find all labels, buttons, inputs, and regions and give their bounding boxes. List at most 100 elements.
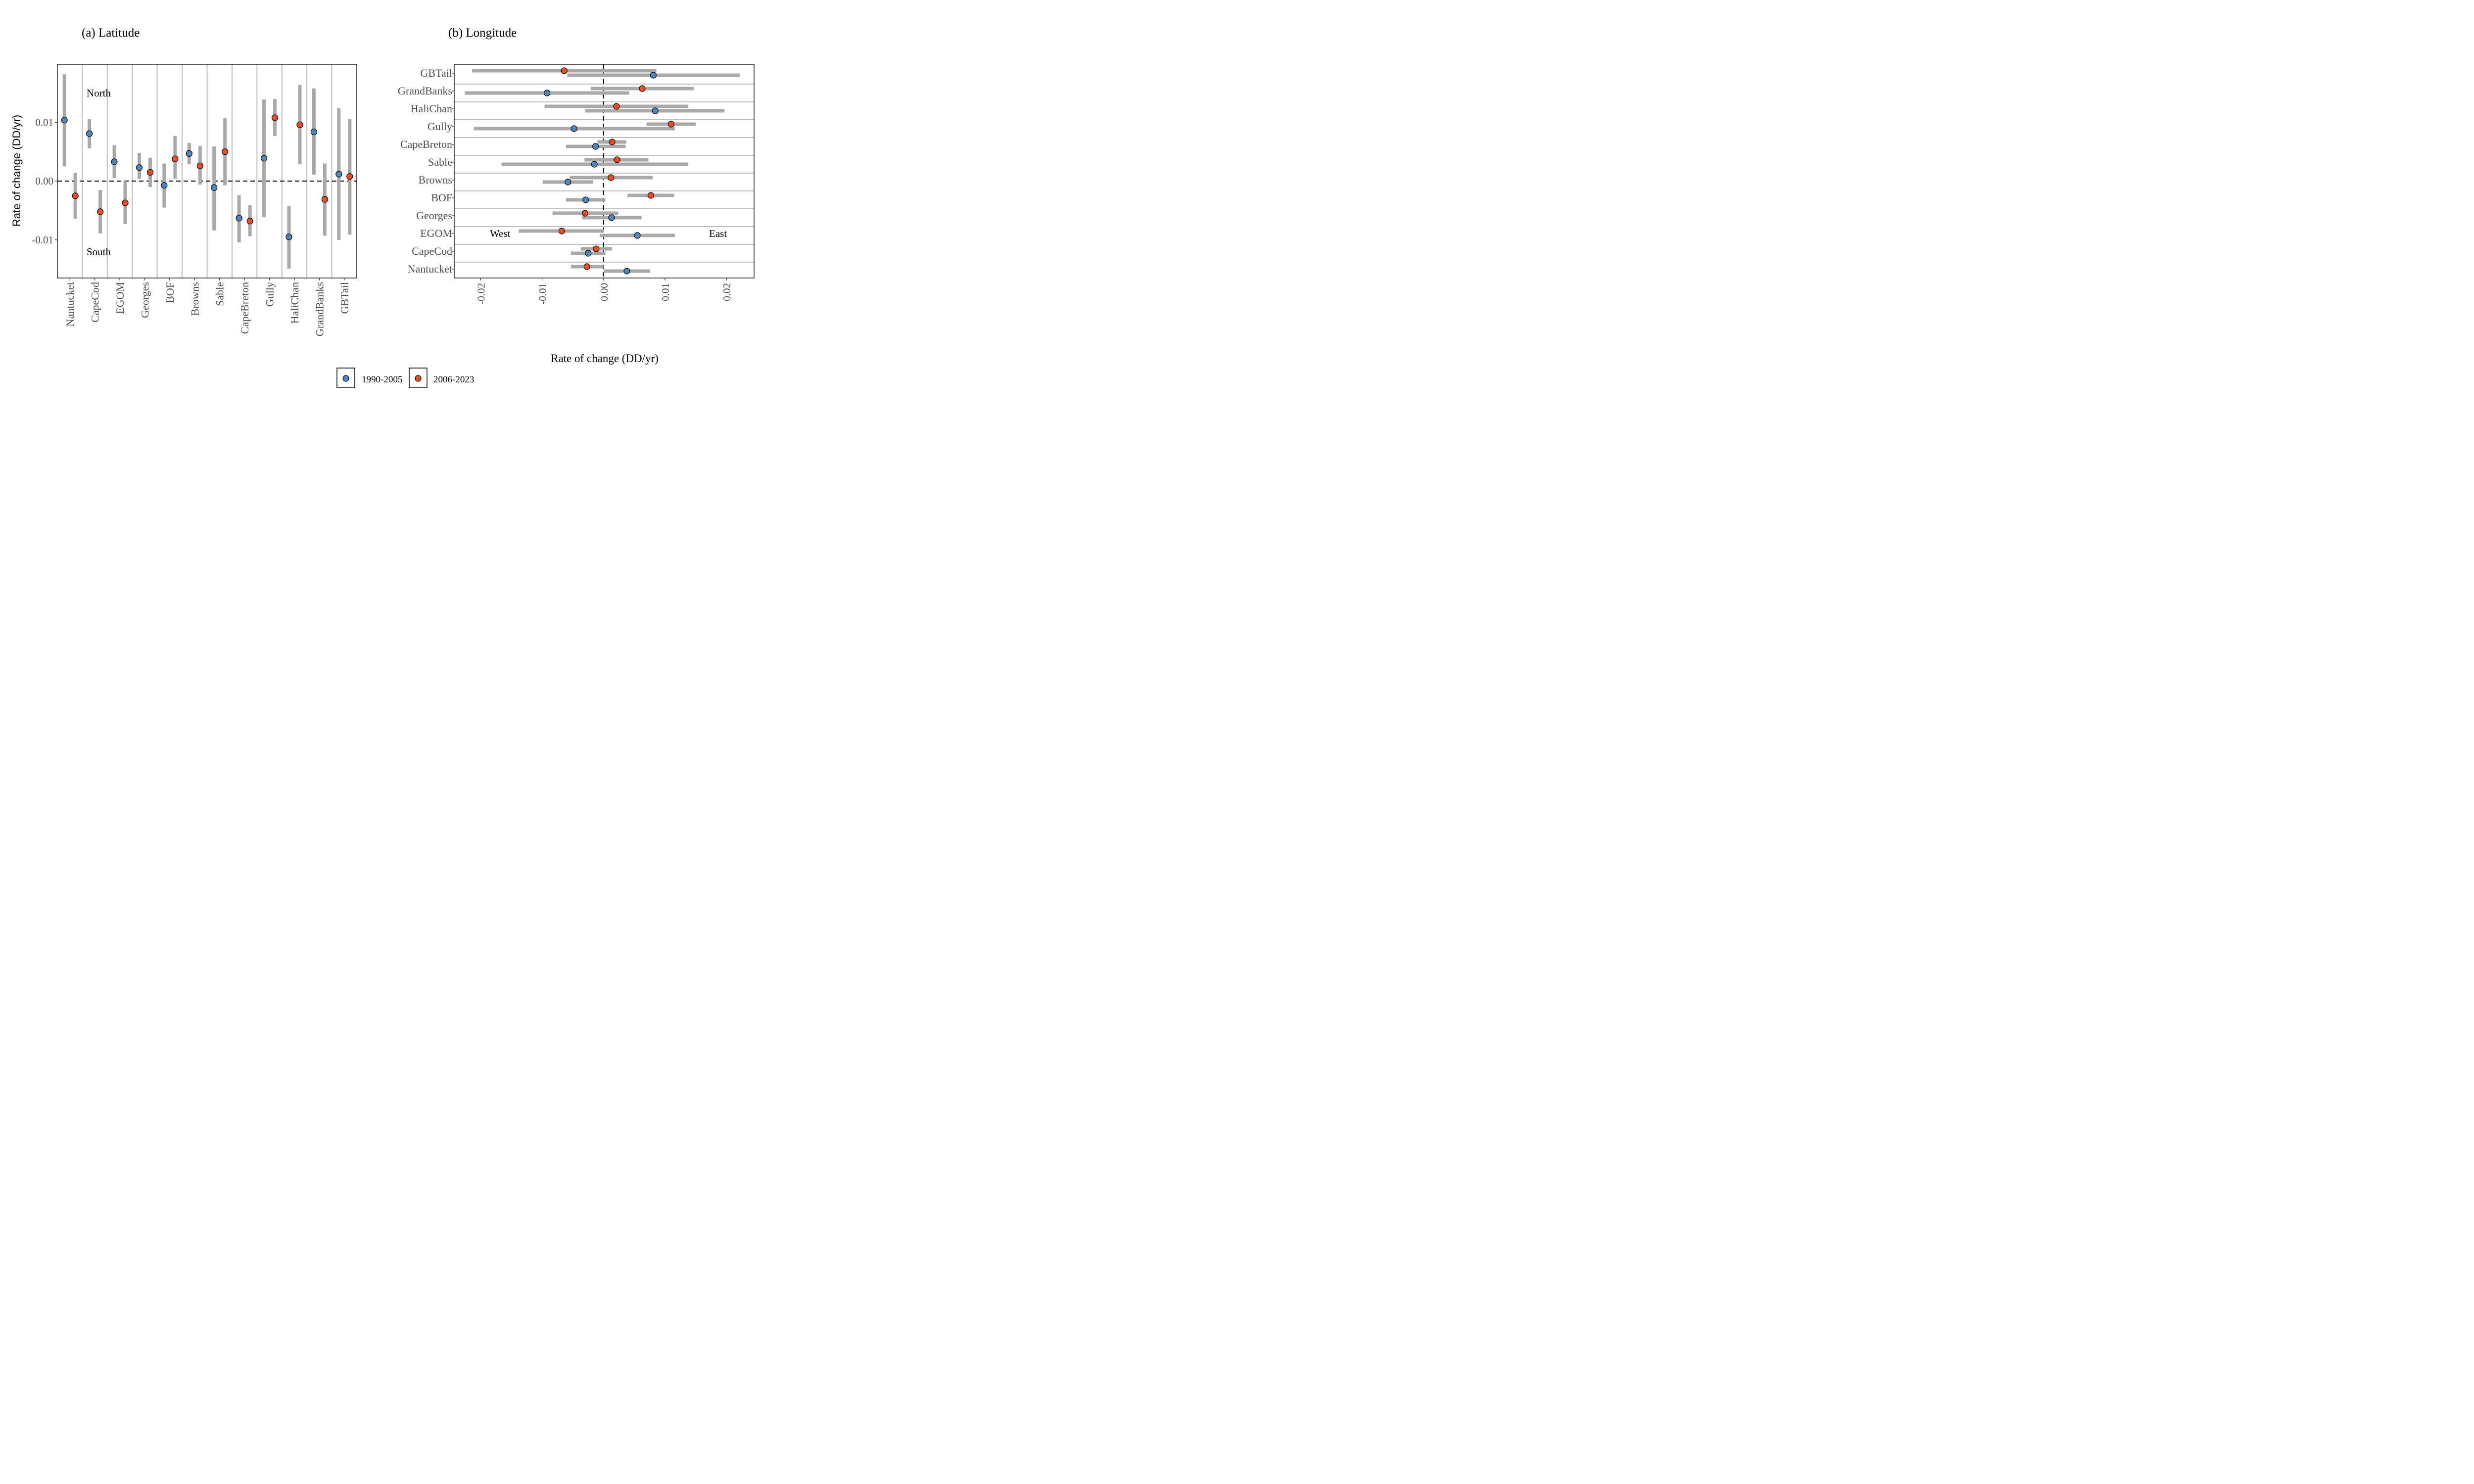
panel-b-point-1990-2005-halichan <box>652 107 659 114</box>
panel-a-point-2006-2023-grandbanks <box>321 196 328 203</box>
panel-b-point-2006-2023-halichan <box>613 103 620 110</box>
panel-b-point-1990-2005-gbtail <box>650 72 657 79</box>
legend-marker-1 <box>342 375 349 382</box>
panel-b-ytick-label: Nantucket <box>408 263 452 275</box>
panel-a: (a) Latitude Rate of change (DD/yr) Nort… <box>10 26 357 336</box>
panel-a-point-1990-2005-nantucket <box>61 117 68 124</box>
panel-a-axes: -0.01 0.00 0.01 Nantucket CapeCod EGOM Georges… <box>32 116 351 336</box>
panel-b-point-1990-2005-capecod <box>585 250 592 257</box>
panel-a-point-1990-2005-gbtail <box>335 171 342 178</box>
panel-b-point-2006-2023-capebreton <box>609 139 616 145</box>
panel-a-point-2006-2023-browns <box>196 162 203 169</box>
panel-a-point-1990-2005-egom <box>111 158 118 165</box>
panel-a-xtick-label: HaliChan <box>288 282 301 324</box>
annotation-west: West <box>490 228 511 239</box>
panel-b-ytick-label: CapeCod <box>412 245 452 257</box>
panel-a-xtick-label: Nantucket <box>64 282 76 326</box>
annotation-east: East <box>709 228 727 239</box>
panel-b-point-2006-2023-sable <box>614 156 620 163</box>
panel-b-point-2006-2023-browns <box>608 174 615 181</box>
panel-b-xtick-label: 0.02 <box>721 283 733 301</box>
panel-b-point-2006-2023-egom <box>558 228 565 234</box>
panel-a-point-1990-2005-bof <box>161 182 168 189</box>
panel-b-point-2006-2023-capecod <box>593 245 600 252</box>
panel-a-point-1990-2005-halichan <box>285 233 292 240</box>
panel-b-point-2006-2023-gbtail <box>561 67 568 74</box>
panel-a-point-2006-2023-capebreton <box>246 218 253 225</box>
panel-b-border <box>454 64 755 278</box>
panel-a-point-1990-2005-georges <box>136 164 143 171</box>
panel-b-point-1990-2005-sable <box>591 161 598 168</box>
panel-b-xtick-label: -0.02 <box>475 283 487 305</box>
panel-a-point-1990-2005-sable <box>211 184 218 191</box>
panel-b-point-1990-2005-grandbanks <box>543 90 551 96</box>
panel-a-point-2006-2023-nantucket <box>72 192 79 199</box>
panel-b-ytick-label: Georges <box>416 209 452 222</box>
panel-b-xtick-label: 0.00 <box>598 283 610 301</box>
panel-a-xtick-label: EGOM <box>114 282 126 314</box>
panel-b-title: (b) Longitude <box>448 26 517 40</box>
panel-a-point-2006-2023-georges <box>146 169 154 176</box>
panel-b-point-1990-2005-nantucket <box>623 268 630 275</box>
panel-a-xtick-label: Gully <box>264 282 276 307</box>
panel-a-point-1990-2005-grandbanks <box>310 128 317 136</box>
panel-b-ytick-label: CapeBreton <box>400 138 452 150</box>
panel-b-point-2006-2023-gully <box>667 121 674 128</box>
legend: 1990-2005 2006-2023 <box>336 368 474 388</box>
panel-a-point-2006-2023-gully <box>271 114 279 121</box>
panel-b: (b) Longitude West East GBTail GrandBanks… <box>398 26 755 365</box>
legend-marker-2 <box>415 375 422 382</box>
panel-a-marks <box>61 74 353 269</box>
panel-b-gridlines <box>454 84 754 263</box>
panel-b-marks <box>465 67 740 275</box>
panel-b-point-2006-2023-georges <box>581 210 589 217</box>
panel-b-ytick-label: HaliChan <box>411 102 452 115</box>
panel-a-xtick-label: Georges <box>139 282 151 318</box>
panel-b-ytick-label: Browns <box>419 174 452 186</box>
panel-b-ytick-label: BOF <box>431 191 452 204</box>
panel-a-point-2006-2023-capecod <box>97 208 104 215</box>
panel-b-xlabel: Rate of change (DD/yr) <box>551 352 659 365</box>
panel-b-point-1990-2005-bof <box>582 196 589 203</box>
legend-label-2: 2006-2023 <box>433 374 474 385</box>
legend-label-1: 1990-2005 <box>362 374 402 385</box>
annotation-north: North <box>87 87 111 99</box>
panel-a-title: (a) Latitude <box>82 26 140 40</box>
panel-b-point-2006-2023-nantucket <box>583 263 590 270</box>
figure: (a) Latitude Rate of change (DD/yr) Nort… <box>10 26 755 388</box>
panel-b-point-2006-2023-grandbanks <box>639 85 646 92</box>
panel-b-xtick-label: 0.01 <box>660 283 671 301</box>
panel-b-ytick-label: Sable <box>428 156 452 168</box>
panel-a-point-2006-2023-halichan <box>296 121 303 128</box>
panel-b-point-1990-2005-georges <box>608 214 615 221</box>
panel-a-xtick-label: Sable <box>214 282 226 306</box>
annotation-south: South <box>87 246 111 258</box>
panel-a-ytick-label: 0.01 <box>35 116 53 128</box>
panel-a-border <box>57 64 357 278</box>
panel-a-xtick-label: GrandBanks <box>313 282 326 336</box>
panel-a-point-1990-2005-capecod <box>86 130 93 137</box>
panel-b-point-1990-2005-egom <box>634 232 641 239</box>
panel-b-point-1990-2005-browns <box>565 179 571 186</box>
panel-a-point-2006-2023-sable <box>222 148 229 155</box>
panel-b-ytick-label: EGOM <box>420 227 452 239</box>
panel-b-point-1990-2005-gully <box>571 125 577 132</box>
panel-b-ytick-label: GrandBanks <box>398 85 452 97</box>
panel-b-point-1990-2005-capebreton <box>592 143 599 150</box>
panel-a-point-1990-2005-browns <box>186 150 192 157</box>
panel-a-xtick-label: BOF <box>164 282 176 303</box>
panel-a-xtick-label: GBTail <box>338 282 351 314</box>
panel-a-xtick-label: CapeCod <box>89 282 101 323</box>
panel-a-point-1990-2005-gully <box>260 155 268 162</box>
panel-a-xtick-label: CapeBreton <box>238 282 251 334</box>
panel-a-ytick-label: -0.01 <box>32 234 53 246</box>
panel-b-ytick-label: Gully <box>428 120 452 133</box>
panel-b-point-2006-2023-bof <box>647 192 654 199</box>
panel-b-axes: GBTail GrandBanks HaliChan Gully CapeBreton S… <box>398 67 733 305</box>
panel-a-ytick-label: 0.00 <box>35 175 53 187</box>
panel-a-point-2006-2023-bof <box>172 155 179 162</box>
panel-a-point-1990-2005-capebreton <box>236 215 242 222</box>
panel-a-point-2006-2023-egom <box>122 199 129 206</box>
panel-b-xtick-label: -0.01 <box>537 283 549 305</box>
panel-a-point-2006-2023-gbtail <box>346 173 353 180</box>
